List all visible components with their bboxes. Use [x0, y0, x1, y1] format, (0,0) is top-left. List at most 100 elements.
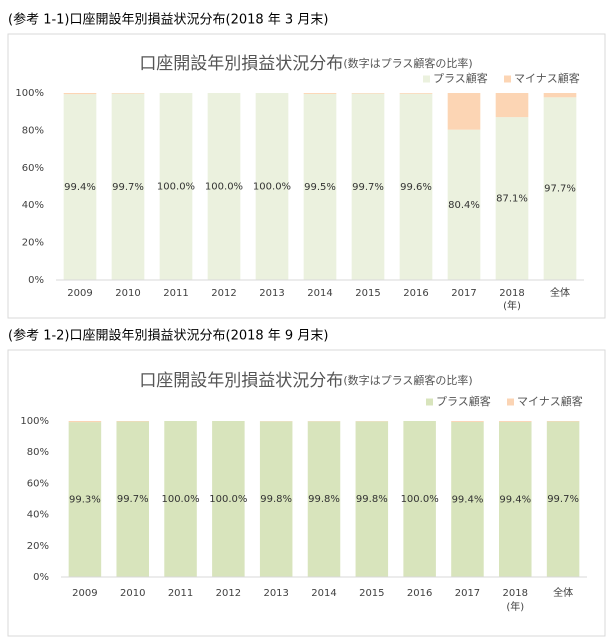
x-tick-label: 全体 — [553, 586, 573, 599]
x-tick-label: 2009 — [67, 288, 92, 299]
bar-segment — [303, 93, 337, 94]
legend-label: プラス顧客 — [436, 394, 491, 408]
y-tick-label: 80% — [22, 125, 44, 136]
y-tick-label: 100% — [15, 88, 44, 99]
annotation: (年) — [503, 299, 521, 312]
subtitle: (数字はプラス顧客の比率) — [343, 373, 472, 387]
value-label: 100.0% — [209, 494, 247, 505]
legend-label: プラス顧客 — [433, 71, 488, 85]
title: 口座開設年別損益状況分布 — [139, 371, 343, 391]
legend-label: マイナス顧客 — [514, 71, 580, 85]
x-tick-label: 2015 — [355, 288, 380, 299]
bar-segment — [307, 421, 341, 577]
x-tick-label: 全体 — [550, 286, 570, 299]
y-tick-label: 20% — [22, 238, 44, 249]
value-label: 80.4% — [448, 200, 480, 211]
bar-segment — [546, 421, 580, 577]
value-label: 87.1% — [496, 194, 528, 205]
bar-segment — [351, 93, 385, 280]
x-tick-label: 2012 — [211, 288, 236, 299]
bar-segment — [212, 421, 245, 577]
bar-segment — [451, 421, 484, 422]
x-tick-label: 2010 — [115, 288, 140, 299]
x-tick-label: 2011 — [163, 288, 188, 299]
legend-swatch — [426, 398, 433, 406]
bar-segment — [499, 421, 532, 422]
bar-segment — [116, 421, 149, 577]
value-label: 99.7% — [117, 494, 149, 505]
value-label: 100.0% — [253, 182, 291, 193]
value-label: 99.4% — [452, 494, 484, 505]
x-tick-label: 2012 — [216, 588, 241, 599]
x-tick-label: 2011 — [168, 588, 193, 599]
bar-segment — [63, 93, 97, 95]
x-tick-label: 2018 — [499, 288, 524, 299]
bar-segment — [111, 93, 145, 94]
value-label: 99.4% — [64, 182, 96, 193]
value-label: 99.8% — [260, 494, 292, 505]
y-tick-label: 0% — [28, 275, 44, 286]
value-label: 99.4% — [499, 494, 531, 505]
y-tick-label: 60% — [27, 478, 49, 489]
bar-segment — [68, 421, 102, 423]
x-tick-label: 2014 — [311, 588, 336, 599]
x-tick-label: 2016 — [407, 588, 432, 599]
bar-segment — [399, 93, 433, 280]
bar-segment — [68, 422, 102, 577]
bar-segment — [355, 421, 389, 577]
y-tick-label: 40% — [22, 200, 44, 211]
bar-segment — [543, 97, 577, 281]
caption: (参考 1-2)口座開設年別損益状況分布(2018 年 9 月末) — [8, 328, 328, 344]
legend-label: マイナス顧客 — [517, 394, 583, 408]
x-tick-label: 2017 — [451, 288, 476, 299]
bar-segment — [207, 93, 241, 280]
value-label: 99.6% — [400, 182, 432, 193]
bar-segment — [499, 421, 532, 577]
chart-title: 口座開設年別損益状況分布(数字はプラス顧客の比率) — [139, 371, 472, 391]
bar-segment — [495, 117, 529, 280]
y-tick-label: 80% — [27, 447, 49, 458]
y-tick-label: 0% — [33, 572, 49, 583]
x-tick-label: 2015 — [359, 588, 384, 599]
bar-segment — [451, 421, 484, 577]
x-tick-label: 2014 — [307, 288, 332, 299]
bar-segment — [63, 94, 97, 280]
value-label: 99.7% — [112, 182, 144, 193]
value-label: 100.0% — [157, 182, 195, 193]
y-tick-label: 60% — [22, 163, 44, 174]
value-label: 99.7% — [352, 182, 384, 193]
legend-swatch — [507, 398, 514, 406]
bar-segment — [255, 93, 289, 280]
x-tick-label: 2013 — [263, 588, 288, 599]
title: 口座開設年別損益状況分布 — [139, 54, 343, 74]
value-label: 100.0% — [401, 494, 439, 505]
bar-segment — [447, 93, 481, 130]
value-label: 97.7% — [544, 184, 576, 195]
bar-segment — [111, 93, 145, 280]
bar-segment — [159, 93, 193, 280]
legend-swatch — [423, 75, 430, 83]
value-label: 99.8% — [356, 494, 388, 505]
value-label: 99.3% — [69, 495, 101, 506]
value-label: 99.8% — [308, 494, 340, 505]
caption: (参考 1-1)口座開設年別損益状況分布(2018 年 3 月末) — [8, 12, 328, 28]
bar-segment — [403, 421, 436, 577]
value-label: 99.5% — [304, 182, 336, 193]
x-tick-label: 2018 — [503, 588, 528, 599]
y-tick-label: 20% — [27, 541, 49, 552]
y-tick-label: 100% — [20, 416, 49, 427]
bar-segment — [399, 93, 433, 94]
bar-segment — [543, 93, 577, 98]
x-tick-label: 2010 — [120, 588, 145, 599]
subtitle: (数字はプラス顧客の比率) — [343, 56, 472, 70]
bar-segment — [495, 93, 529, 118]
bar-segment — [303, 93, 337, 280]
y-tick-label: 40% — [27, 510, 49, 521]
x-tick-label: 2017 — [455, 588, 480, 599]
value-label: 99.7% — [547, 494, 579, 505]
x-tick-label: 2009 — [72, 588, 97, 599]
bar-segment — [351, 93, 385, 94]
bar-segment — [164, 421, 197, 577]
